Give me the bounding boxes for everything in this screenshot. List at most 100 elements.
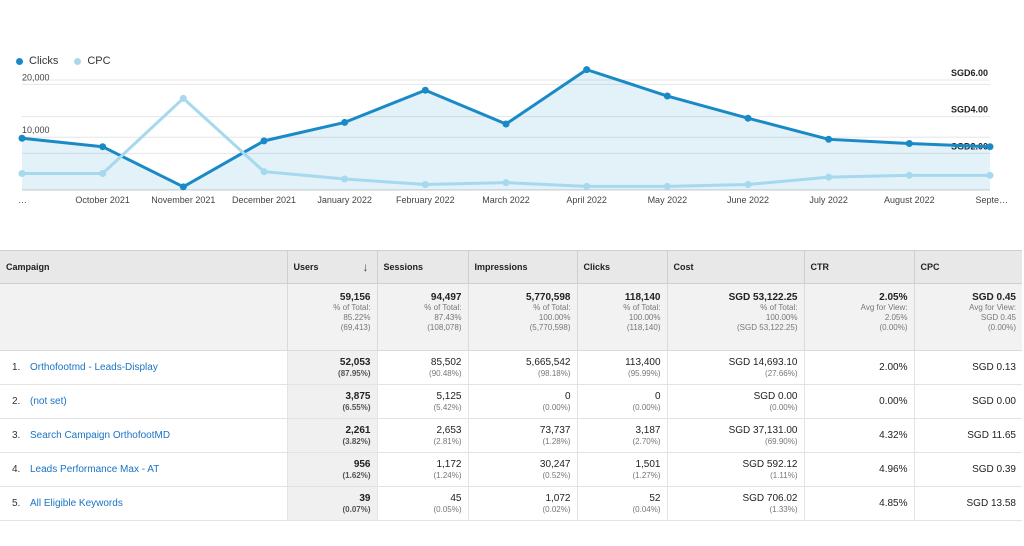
campaign-link[interactable]: All Eligible Keywords — [30, 498, 123, 509]
series-clicks-point — [18, 134, 26, 142]
legend-cpc-dot — [74, 57, 82, 65]
sessions-cell: 85,502 (90.48%) — [377, 350, 469, 385]
legend-item-cpc[interactable]: CPC — [74, 55, 111, 67]
cpc-value: SGD 11.65 — [967, 430, 1016, 441]
users-cell: 39 (0.07%) — [287, 486, 378, 521]
users-percent: (1.62%) — [342, 471, 371, 480]
report-table: Campaign Users ↓ Sessions Impressions Cli… — [0, 250, 1022, 521]
series-cpc-point — [341, 175, 349, 183]
header-impressions-label: Impressions — [474, 262, 528, 272]
x-tick-label: Septe… — [975, 195, 1008, 205]
sessions-cell: 1,172 (1.24%) — [377, 452, 469, 487]
cpc-cell: SGD 0.39 — [914, 452, 1022, 487]
clicks-percent: (95.99%) — [628, 369, 661, 378]
series-cpc-point — [744, 181, 752, 188]
users-cell: 956 (1.62%) — [287, 452, 378, 487]
header-sessions[interactable]: Sessions — [377, 250, 469, 284]
legend-clicks-dot — [16, 57, 23, 65]
x-tick-label: October 2021 — [75, 195, 130, 205]
users-cell: 52,053 (87.95%) — [287, 350, 378, 385]
series-cpc-point — [583, 182, 591, 190]
row-rank: 2. — [12, 396, 21, 407]
clicks-cell: 3,187 (2.70%) — [577, 418, 668, 453]
campaign-link[interactable]: Leads Performance Max - AT — [30, 464, 160, 475]
x-tick-label: April 2022 — [566, 195, 607, 205]
x-tick-label: March 2022 — [482, 195, 530, 205]
legend-item-clicks[interactable]: Clicks — [16, 55, 58, 67]
cost-cell: SGD 0.00 (0.00%) — [667, 384, 805, 419]
cost-value: SGD 592.12 — [742, 459, 798, 470]
campaign-link[interactable]: Orthofootmd - Leads-Display — [30, 362, 158, 373]
table-row: 5. All Eligible Keywords 39 (0.07%) 45 (0.05%… — [0, 486, 1022, 521]
sessions-cell: 5,125 (5.42%) — [377, 384, 469, 419]
cpc-cell: SGD 0.00 — [914, 384, 1022, 419]
totals-ctr-value: 2.05% — [879, 292, 908, 303]
sort-descending-icon[interactable]: ↓ — [362, 260, 369, 274]
campaign-cell: 2. (not set) — [0, 384, 288, 419]
x-tick-label: August 2022 — [884, 195, 935, 205]
header-impressions[interactable]: Impressions — [468, 250, 578, 284]
sessions-percent: (90.48%) — [429, 369, 462, 378]
series-clicks-point — [260, 137, 268, 145]
totals-ctr: 2.05% Avg for View: 2.05% (0.00%) — [804, 283, 915, 351]
y-left-tick-label: 10,000 — [22, 125, 50, 135]
users-value: 3,875 — [345, 391, 371, 402]
header-clicks[interactable]: Clicks — [577, 250, 668, 284]
users-value: 39 — [359, 493, 371, 504]
cost-cell: SGD 14,693.10 (27.66%) — [667, 350, 805, 385]
totals-sessions-l3: (108,078) — [427, 323, 462, 332]
users-percent: (6.55%) — [342, 403, 371, 412]
legend-cpc-label: CPC — [87, 55, 111, 67]
header-cpc[interactable]: CPC — [914, 250, 1022, 284]
users-cell: 2,261 (3.82%) — [287, 418, 378, 453]
totals-clicks-l3: (118,140) — [626, 323, 661, 332]
cpc-value: SGD 13.58 — [966, 498, 1016, 509]
cpc-value: SGD 0.39 — [972, 464, 1016, 475]
sessions-value: 85,502 — [430, 357, 462, 368]
clicks-cell: 1,501 (1.27%) — [577, 452, 668, 487]
header-ctr[interactable]: CTR — [804, 250, 915, 284]
cost-percent: (69.90%) — [765, 437, 798, 446]
clicks-value: 113,400 — [625, 357, 661, 368]
row-rank: 1. — [12, 362, 21, 373]
sessions-percent: (5.42%) — [433, 403, 462, 412]
clicks-value: 52 — [649, 493, 661, 504]
ctr-value: 0.00% — [879, 396, 908, 407]
users-cell: 3,875 (6.55%) — [287, 384, 378, 419]
cost-percent: (0.00%) — [769, 403, 798, 412]
totals-cost-l3: (SGD 53,122.25) — [737, 323, 798, 332]
header-cost[interactable]: Cost — [667, 250, 805, 284]
totals-users-l3: (69,413) — [340, 323, 371, 332]
table-row: 1. Orthofootmd - Leads-Display 52,053 (87.9… — [0, 350, 1022, 385]
totals-cost-l2: 100.00% — [765, 313, 798, 322]
totals-impressions-l2: 100.00% — [538, 313, 571, 322]
campaign-cell: 5. All Eligible Keywords — [0, 486, 288, 521]
header-cpc-label: CPC — [920, 262, 940, 272]
totals-sessions: 94,497% of Total: 87.43% (108,078) — [377, 283, 469, 351]
table-row: 2. (not set) 3,875 (6.55%) 5,125 (5.42%) 0 (0.0… — [0, 384, 1022, 419]
cpc-cell: SGD 13.58 — [914, 486, 1022, 521]
header-campaign[interactable]: Campaign — [0, 250, 288, 284]
totals-clicks-l2: 100.00% — [628, 313, 661, 322]
totals-users-l2: 85.22% — [343, 313, 371, 322]
totals-sessions-l1: % of Total: — [424, 303, 462, 312]
header-users[interactable]: Users ↓ — [287, 250, 378, 284]
cost-value: SGD 14,693.10 — [728, 357, 798, 368]
campaign-link[interactable]: (not set) — [30, 396, 67, 407]
sessions-value: 5,125 — [436, 391, 462, 402]
users-percent: (0.07%) — [342, 505, 371, 514]
sessions-value: 1,172 — [436, 459, 462, 470]
impressions-percent: (0.02%) — [542, 505, 571, 514]
campaign-link[interactable]: Search Campaign OrthofootMD — [30, 430, 171, 441]
series-clicks-point — [502, 120, 510, 128]
y-left-tick-label: 20,000 — [22, 72, 50, 82]
clicks-percent: (1.27%) — [632, 471, 661, 480]
campaign-cell: 1. Orthofootmd - Leads-Display — [0, 350, 288, 385]
sessions-percent: (2.81%) — [433, 437, 462, 446]
impressions-value: 0 — [564, 391, 571, 402]
totals-cpc-l2: SGD 0.45 — [980, 313, 1016, 322]
sessions-percent: (0.05%) — [433, 505, 462, 514]
ctr-cell: 4.85% — [804, 486, 915, 521]
series-cpc-point — [421, 181, 429, 188]
